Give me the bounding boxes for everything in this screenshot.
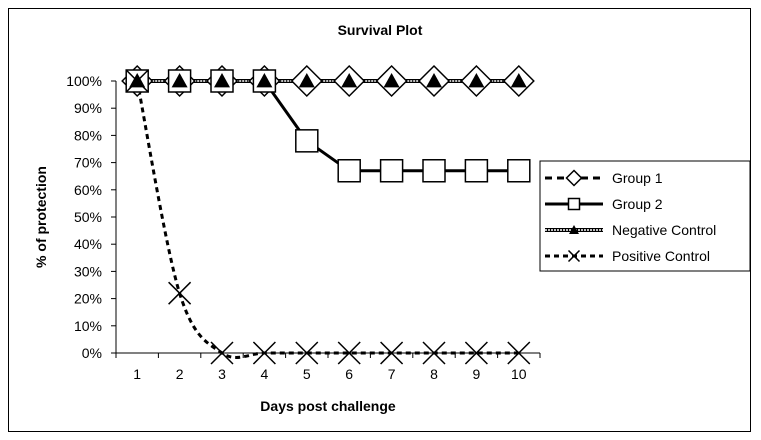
triangle-marker [383, 73, 400, 88]
x-tick-label: 1 [133, 366, 141, 382]
series-lines [135, 79, 519, 359]
legend: Group 1 Group 2 Negative Control Positive C… [539, 160, 751, 272]
y-axis-label: % of protection [33, 166, 49, 268]
triangle-marker [129, 73, 146, 88]
axes [111, 80, 541, 358]
y-tick-label: 20% [74, 291, 102, 307]
series-markers [121, 64, 535, 365]
x-marker [210, 341, 234, 365]
y-tick-label: 40% [74, 236, 102, 252]
diamond-marker [565, 169, 583, 187]
y-tick-label: 50% [74, 209, 102, 225]
x-marker [252, 341, 276, 365]
triangle-marker [298, 73, 315, 88]
x-marker [464, 341, 488, 365]
x-marker [295, 341, 319, 365]
y-tick-label: 0% [82, 345, 102, 361]
x-tick-label: 8 [430, 366, 438, 382]
x-tick-label: 10 [511, 366, 527, 382]
x-marker [168, 281, 192, 305]
chart-title: Survival Plot [338, 22, 423, 38]
square-marker [422, 159, 446, 183]
triangle-marker [426, 73, 442, 88]
square-marker [379, 159, 404, 183]
y-tick-label: 70% [74, 155, 102, 171]
x-tick-label: 3 [218, 366, 226, 382]
triangle-marker [256, 73, 273, 88]
legend-label: Negative Control [612, 222, 716, 238]
legend-label: Group 2 [612, 196, 663, 212]
x-tick-labels: 1 2 3 4 5 6 7 8 9 10 [133, 366, 526, 382]
square-marker [464, 159, 489, 183]
triangle-marker [214, 73, 230, 88]
x-axis-label: Days post challenge [260, 398, 396, 414]
triangle-marker [510, 73, 527, 88]
triangle-marker [569, 225, 579, 234]
x-tick-label: 4 [261, 366, 269, 382]
triangle-marker [171, 73, 188, 88]
x-marker [337, 341, 361, 365]
x-tick-label: 6 [345, 366, 353, 382]
triangle-marker [341, 73, 358, 88]
square-marker [507, 159, 531, 183]
legend-label: Group 1 [612, 170, 663, 186]
y-tick-label: 30% [74, 263, 102, 279]
square-marker [337, 159, 361, 183]
x-tick-label: 7 [388, 366, 396, 382]
triangle-marker [468, 73, 485, 88]
y-tick-labels: 0% 10% 20% 30% 40% 50% 60% 70% 80% 90% 100% [66, 73, 102, 361]
x-marker [567, 249, 581, 263]
y-tick-label: 90% [74, 100, 102, 116]
series-line [137, 79, 519, 173]
y-tick-label: 100% [66, 73, 102, 89]
legend-label: Positive Control [612, 248, 710, 264]
y-tick-label: 80% [74, 127, 102, 143]
x-tick-label: 5 [303, 366, 311, 382]
x-marker [380, 341, 404, 365]
x-marker [422, 341, 446, 365]
y-tick-label: 60% [74, 182, 102, 198]
x-tick-label: 9 [473, 366, 481, 382]
y-tick-label: 10% [74, 318, 102, 334]
square-marker [295, 129, 319, 153]
x-tick-label: 2 [176, 366, 184, 382]
x-marker [507, 341, 531, 365]
series-line [135, 80, 519, 359]
square-marker [567, 197, 581, 211]
